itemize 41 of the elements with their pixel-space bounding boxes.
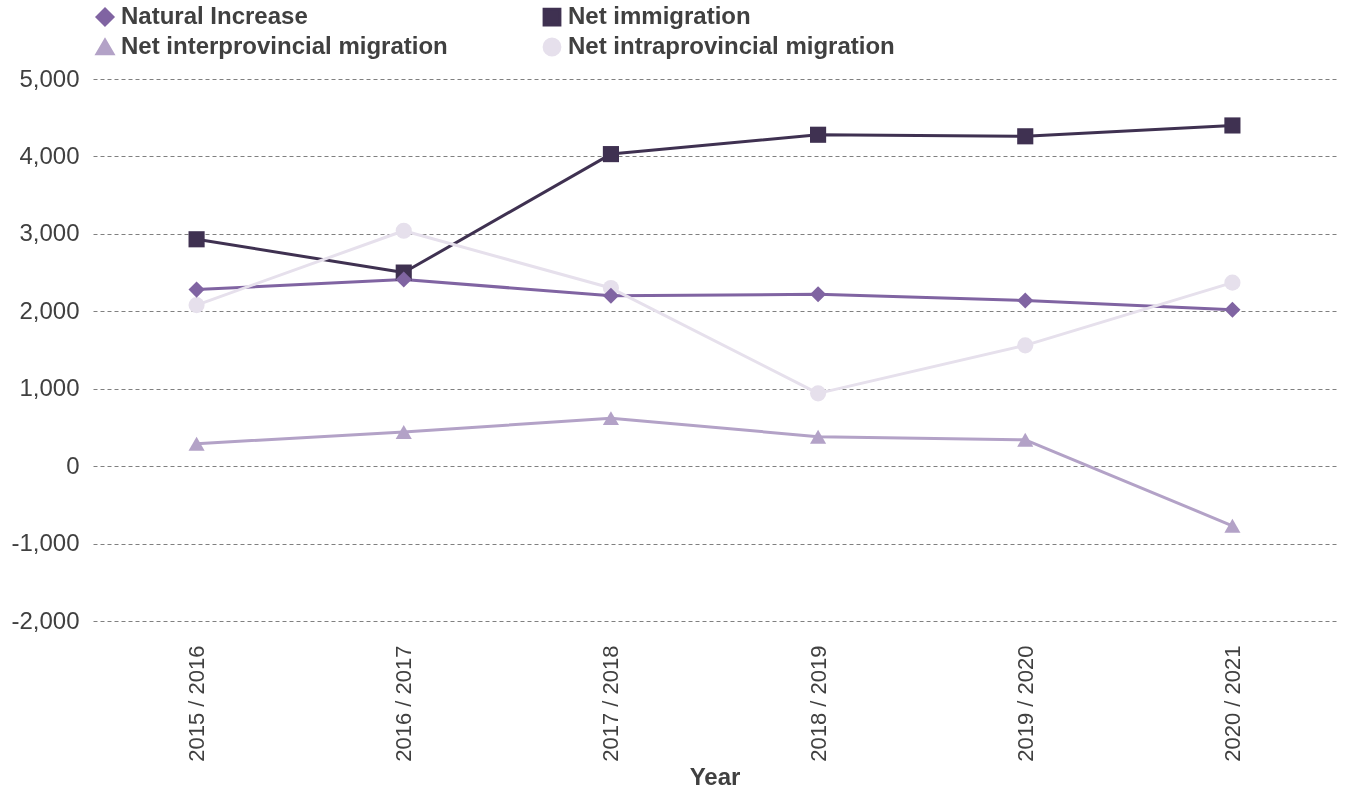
point — [1224, 518, 1241, 533]
y-tick-label: -1,000 — [11, 529, 80, 557]
y-tick-label: 2,000 — [19, 296, 80, 324]
y-tick-label: 0 — [66, 451, 80, 479]
point — [602, 411, 619, 426]
y-tick-label: -2,000 — [11, 606, 80, 634]
point — [810, 429, 827, 444]
x-tick-label: 2016 / 2017 — [391, 645, 417, 762]
point — [395, 425, 412, 440]
x-tick-label: 2018 / 2019 — [805, 645, 831, 762]
legend-label: Natural Increase — [121, 2, 308, 30]
legend-label: Net immigration — [568, 2, 751, 30]
point — [188, 281, 205, 298]
point — [1017, 337, 1034, 354]
point — [1224, 301, 1241, 318]
point — [1017, 292, 1034, 309]
legend-label: Net interprovincial migration — [121, 32, 448, 59]
x-tick-label: 2020 / 2021 — [1219, 645, 1245, 762]
point — [602, 287, 619, 304]
point — [1224, 117, 1241, 134]
x-tick-label: 2015 / 2016 — [184, 645, 210, 762]
y-tick-label: 5,000 — [19, 64, 80, 92]
point — [602, 146, 619, 163]
x-tick-label: 2017 / 2018 — [598, 645, 624, 762]
x-tick-label: 2019 / 2020 — [1012, 645, 1038, 762]
point — [1017, 128, 1034, 145]
point — [1017, 432, 1034, 447]
point — [188, 297, 205, 314]
point — [395, 271, 412, 288]
point — [810, 286, 827, 303]
point — [1224, 274, 1241, 291]
y-tick-label: 3,000 — [19, 219, 80, 247]
y-tick-label: 1,000 — [19, 374, 80, 402]
point — [188, 231, 205, 248]
point — [395, 222, 412, 239]
y-tick-label: 4,000 — [19, 141, 80, 169]
point — [810, 385, 827, 402]
point — [810, 126, 827, 143]
legend-label: Net intraprovincial migration — [568, 32, 895, 59]
x-axis-title: Year — [689, 762, 741, 790]
point — [188, 436, 205, 451]
